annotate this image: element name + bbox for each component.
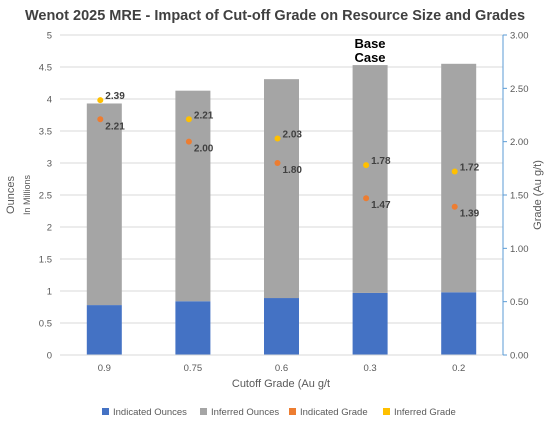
y-axis-title: Ounces	[5, 176, 17, 214]
x-tick-label: 0.3	[363, 363, 376, 374]
legend: Indicated Ounces Inferred Ounces Indicated…	[102, 407, 456, 418]
y-tick-label: 4	[47, 95, 52, 106]
x-axis-title: Cutoff Grade (Au g/t	[232, 378, 330, 390]
bar-indicated-ounces	[441, 292, 477, 355]
point-inferred-grade	[274, 135, 281, 142]
y2-tick-label: 0.00	[510, 351, 529, 362]
point-indicated-grade	[363, 195, 370, 202]
bar-indicated-ounces	[175, 301, 211, 355]
y-tick-label: 1	[47, 287, 52, 298]
y2-tick-label: 3.00	[510, 31, 529, 42]
y2-tick-label: 2.00	[510, 137, 529, 148]
tick-labels: 0 0.5 1 1.5 2 2.5 3 3.5 4 4.5 5 0.00 0.50 1.00 1.50 2.0…	[39, 31, 529, 375]
bar-indicated-ounces	[264, 298, 299, 355]
y2-tick-label: 0.50	[510, 297, 529, 308]
data-label: 2.00	[194, 144, 214, 155]
data-label: 1.78	[371, 156, 391, 167]
x-tick-label: 0.2	[452, 363, 465, 374]
y2-tick-label: 1.00	[510, 244, 529, 255]
y-tick-label: 2.5	[39, 191, 52, 202]
point-inferred-grade	[451, 168, 458, 175]
legend-swatch	[102, 408, 109, 415]
chart-title: Wenot 2025 MRE - Impact of Cut-off Grade…	[25, 8, 525, 24]
x-tick-label: 0.6	[275, 363, 288, 374]
data-label: 1.80	[283, 165, 303, 176]
legend-label: Inferred Grade	[394, 407, 456, 418]
y2-tick-label: 2.50	[510, 84, 529, 95]
point-inferred-grade	[185, 116, 192, 123]
base-case-annotation-line2: Case	[354, 50, 385, 65]
point-indicated-grade	[451, 203, 458, 210]
point-indicated-grade	[185, 138, 192, 145]
legend-swatch	[289, 408, 296, 415]
y-tick-label: 5	[47, 31, 52, 42]
y-tick-label: 0.5	[39, 319, 52, 330]
bar-indicated-ounces	[352, 292, 388, 355]
data-label: 1.72	[460, 163, 480, 174]
bar-indicated-ounces	[86, 305, 122, 355]
legend-label: Inferred Ounces	[211, 407, 279, 418]
data-label: 2.21	[194, 110, 214, 121]
point-inferred-grade	[97, 97, 104, 104]
bars	[86, 63, 477, 355]
point-inferred-grade	[363, 162, 370, 169]
bar-inferred-ounces	[441, 63, 477, 293]
bar-inferred-ounces	[264, 79, 299, 299]
data-label: 1.47	[371, 200, 391, 211]
x-tick-label: 0.9	[98, 363, 111, 374]
y-tick-label: 4.5	[39, 63, 52, 74]
y-tick-label: 0	[47, 351, 52, 362]
y-tick-label: 3.5	[39, 127, 52, 138]
grade-points: 2.21 2.00 1.80 1.47 1.39 2.39 2.21 2.03 1.78 1.72	[97, 91, 480, 220]
y-tick-label: 1.5	[39, 255, 52, 266]
bar-inferred-ounces	[352, 65, 388, 293]
y-tick-label: 2	[47, 223, 52, 234]
legend-swatch	[383, 408, 390, 415]
x-tick-label: 0.75	[184, 363, 203, 374]
point-indicated-grade	[274, 160, 281, 166]
y2-tick-label: 1.50	[510, 191, 529, 202]
y2-axis-title: Grade (Au g/t)	[532, 160, 544, 230]
data-label: 2.03	[283, 129, 303, 140]
y-tick-label: 3	[47, 159, 52, 170]
legend-label: Indicated Grade	[300, 407, 368, 418]
axes	[60, 34, 507, 356]
point-indicated-grade	[97, 116, 104, 123]
y-axis-subtitle: In Millions	[22, 174, 32, 215]
data-label: 2.21	[105, 121, 125, 132]
data-label: 2.39	[105, 91, 125, 102]
legend-swatch	[200, 408, 207, 415]
bar-inferred-ounces	[86, 103, 122, 306]
base-case-annotation-line1: Base	[354, 36, 385, 51]
legend-label: Indicated Ounces	[113, 407, 187, 418]
bar-inferred-ounces	[175, 90, 211, 302]
data-label: 1.39	[460, 209, 480, 220]
